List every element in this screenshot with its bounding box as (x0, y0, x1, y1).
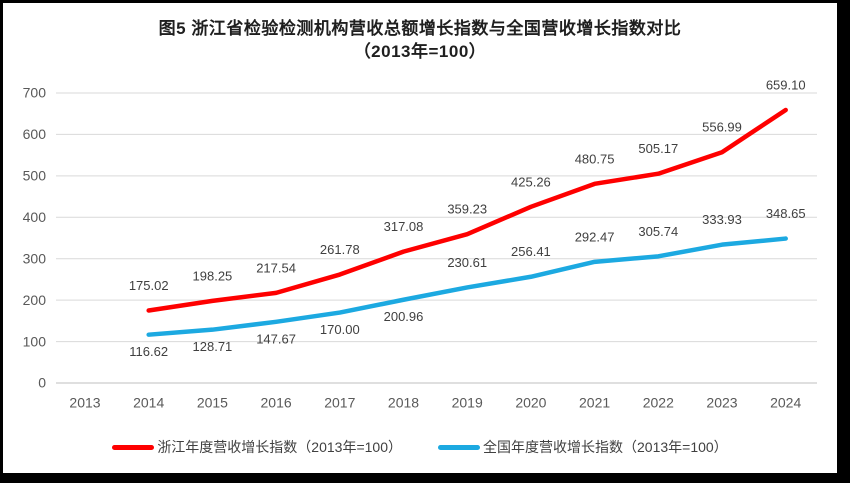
y-axis-tick-600: 600 (23, 126, 47, 142)
data-label: 305.74 (638, 224, 678, 239)
y-axis-tick-200: 200 (23, 292, 47, 308)
y-axis-tick-400: 400 (23, 209, 47, 225)
legend-label-zhejiang: 浙江年度营收增长指数（2013年=100） (157, 439, 402, 455)
legend-item-zhejiang: 浙江年度营收增长指数（2013年=100） (112, 437, 402, 457)
data-label: 317.08 (384, 219, 424, 234)
x-axis-tick-2014: 2014 (133, 395, 164, 411)
data-label: 556.99 (702, 120, 742, 135)
x-axis-tick-2023: 2023 (706, 395, 737, 411)
series-line-1 (146, 236, 788, 337)
chart-title-line1: 图5 浙江省检验检测机构营收总额增长指数与全国营收增长指数对比 (158, 19, 682, 38)
data-label: 505.17 (638, 141, 678, 156)
x-axis-tick-2016: 2016 (261, 395, 292, 411)
data-label: 256.41 (511, 244, 551, 259)
data-label: 230.61 (447, 255, 487, 270)
x-axis-tick-2017: 2017 (324, 395, 355, 411)
data-label: 480.75 (575, 151, 615, 166)
data-label: 217.54 (256, 260, 296, 275)
data-label: 128.71 (193, 339, 233, 354)
x-axis-tick-2022: 2022 (643, 395, 674, 411)
x-axis-tick-2021: 2021 (579, 395, 610, 411)
x-axis-tick-2015: 2015 (197, 395, 228, 411)
x-axis-tick-2020: 2020 (515, 395, 546, 411)
chart-title: 图5 浙江省检验检测机构营收总额增长指数与全国营收增长指数对比 （2013年=1… (3, 17, 837, 63)
legend-label-national: 全国年度营收增长指数（2013年=100） (483, 439, 728, 455)
data-label: 659.10 (766, 77, 806, 92)
data-label: 359.23 (447, 202, 487, 217)
legend-item-national: 全国年度营收增长指数（2013年=100） (438, 437, 728, 457)
y-axis-tick-500: 500 (23, 168, 47, 184)
national-series-swatch-icon (438, 444, 480, 450)
x-axis-tick-2024: 2024 (770, 395, 801, 411)
data-label: 333.93 (702, 212, 742, 227)
x-axis-tick-2019: 2019 (452, 395, 483, 411)
data-label: 348.65 (766, 206, 806, 221)
data-label: 261.78 (320, 242, 360, 257)
data-label: 116.62 (129, 344, 168, 359)
data-label: 425.26 (511, 174, 551, 189)
data-label: 147.67 (256, 331, 296, 346)
data-label: 175.02 (129, 278, 169, 293)
y-axis-tick-100: 100 (23, 333, 47, 349)
y-axis-tick-0: 0 (38, 375, 46, 391)
data-label: 292.47 (575, 229, 615, 244)
data-label: 198.25 (193, 268, 233, 283)
zhejiang-series-swatch-icon (112, 444, 155, 450)
line-chart-canvas: 0 100 200 300 400 500 600 700 2013 2014 2015 2016 20… (23, 77, 817, 411)
y-axis-tick-300: 300 (23, 250, 47, 266)
series-line-0 (146, 107, 788, 313)
x-axis-tick-2018: 2018 (388, 395, 419, 411)
y-axis-tick-700: 700 (23, 85, 47, 101)
x-axis-tick-2013: 2013 (69, 395, 100, 411)
data-label: 200.96 (384, 309, 424, 324)
data-label: 170.00 (320, 322, 360, 337)
legend: 浙江年度营收增长指数（2013年=100） 全国年度营收增长指数（2013年=1… (3, 436, 837, 458)
chart-title-line2: （2013年=100） (353, 42, 487, 61)
